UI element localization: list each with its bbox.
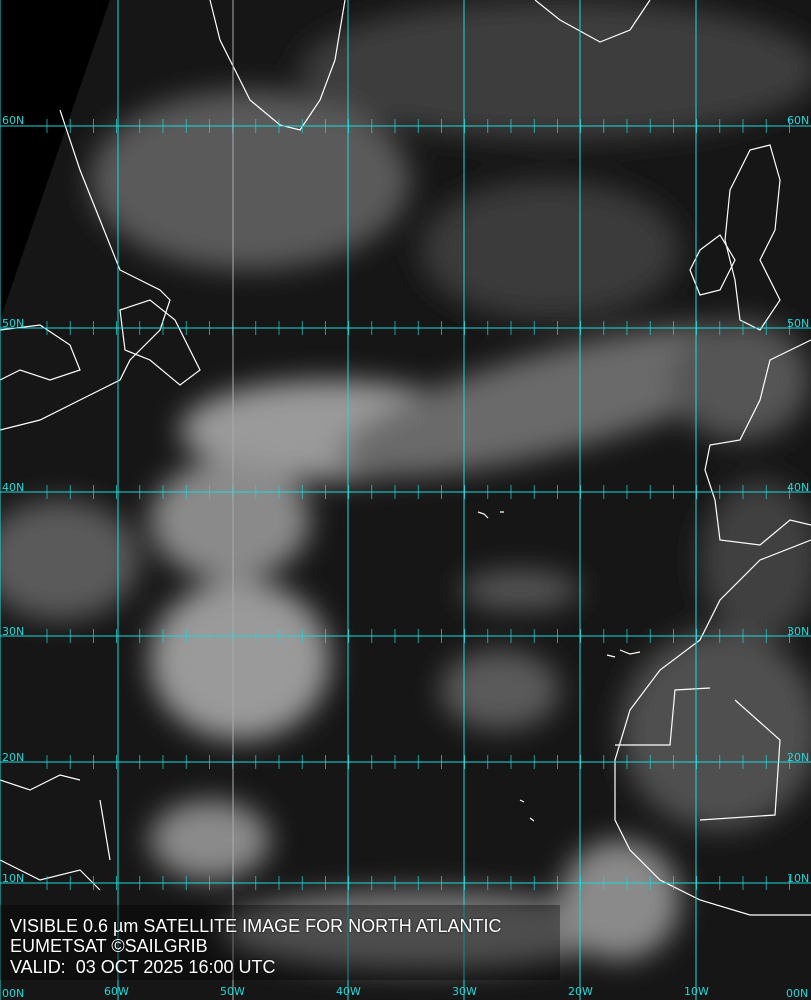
no-data-area — [0, 0, 110, 320]
caption-source: EUMETSAT ©SAILGRIB — [10, 936, 208, 956]
lat-label-50n-right: 50N — [787, 317, 810, 330]
lon-label-10w: 10W — [684, 985, 709, 998]
lat-label-20n-right: 20N — [787, 751, 810, 764]
lat-label-40n-right: 40N — [787, 481, 810, 494]
caption-valid-time: VALID: 03 OCT 2025 16:00 UTC — [10, 957, 276, 977]
lon-label-40w: 40W — [336, 985, 361, 998]
caption-backdrop — [0, 905, 560, 980]
lon-label-50w: 50W — [220, 985, 245, 998]
lat-label-30n-right: 30N — [787, 625, 810, 638]
lat-label-00n: 00N — [2, 987, 25, 1000]
lon-label-30w: 30W — [452, 985, 477, 998]
cloud-layer — [0, 0, 811, 970]
lat-label-60n-right: 60N — [787, 114, 810, 127]
lat-label-30n: 30N — [2, 625, 25, 638]
lat-label-40n: 40N — [2, 481, 25, 494]
lat-label-10n: 10N — [2, 872, 25, 885]
lat-label-20n: 20N — [2, 751, 25, 764]
lon-label-20w: 20W — [568, 985, 593, 998]
lon-label-00: 00N — [786, 987, 809, 1000]
lon-label-60w: 60W — [104, 985, 129, 998]
lat-label-60n: 60N — [2, 114, 25, 127]
caption-title: VISIBLE 0.6 µm SATELLITE IMAGE FOR NORTH… — [10, 916, 502, 936]
coastlines — [0, 0, 811, 916]
lat-label-10n-right: 10N — [787, 872, 810, 885]
lat-label-50n: 50N — [2, 317, 25, 330]
